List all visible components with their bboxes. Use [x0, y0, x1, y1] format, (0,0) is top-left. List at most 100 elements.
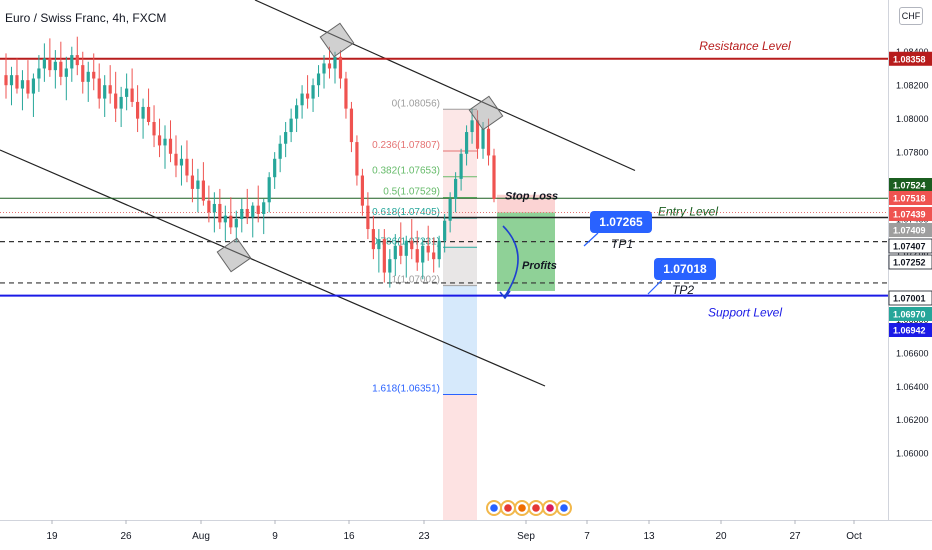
candle-body	[278, 143, 282, 159]
fib-level-label: 0.382(1.07653)	[372, 166, 440, 177]
x-tick-label: 27	[789, 531, 801, 542]
candle-body	[454, 178, 458, 199]
channel-lower-line	[0, 149, 546, 387]
candle-body	[64, 68, 68, 77]
candle-body	[349, 108, 354, 143]
candle-body	[152, 122, 156, 136]
candle-body	[300, 93, 304, 106]
candle-body	[322, 63, 326, 74]
candle-body	[240, 208, 244, 220]
candle-body	[295, 105, 299, 119]
candle-body	[388, 259, 392, 273]
candle-body	[81, 65, 85, 82]
x-tick-label: 19	[46, 531, 58, 542]
x-tick-label: 9	[272, 531, 278, 542]
x-tick-label: 20	[715, 531, 727, 542]
candle-body	[234, 219, 238, 228]
candle-body	[486, 128, 491, 156]
currency-button[interactable]: CHF	[899, 7, 923, 25]
channel-touch-box-recent	[468, 95, 504, 131]
candle-body	[163, 138, 167, 146]
candle-body	[26, 80, 30, 94]
y-tick-label: 1.08000	[896, 114, 929, 124]
candle-body	[4, 75, 8, 86]
price-tag	[888, 290, 932, 306]
support-label: Support Level	[708, 306, 782, 320]
candle-body	[464, 132, 469, 154]
event-flag-icon-dot	[518, 504, 526, 512]
x-tick-label: 23	[418, 531, 430, 542]
candle-body	[229, 215, 233, 228]
candle-body	[212, 203, 216, 213]
profit-arrow	[502, 225, 519, 297]
target-name-label: TP1	[611, 237, 633, 251]
candle-body	[311, 85, 315, 99]
price-tag-label: 1.07524	[893, 181, 926, 191]
target-callout-box	[590, 211, 652, 233]
candle-body	[75, 55, 79, 66]
price-tag	[889, 191, 932, 205]
resistance-label: Resistance Level	[699, 39, 791, 53]
price-tag	[889, 307, 932, 321]
price-tag-label: 1.07439	[893, 210, 926, 220]
price-tag-label: 1.07252	[893, 258, 926, 268]
candle-body	[53, 61, 57, 71]
candle-body	[174, 153, 178, 166]
candle-body	[70, 55, 74, 69]
candle-body	[130, 88, 134, 102]
price-tag	[889, 323, 932, 337]
x-tick-label: 26	[120, 531, 132, 542]
fib-zone-gray	[443, 247, 477, 286]
candle-body	[382, 239, 386, 273]
candle-body	[245, 208, 249, 218]
candle-body	[273, 158, 277, 178]
chart-title: Euro / Swiss Franc, 4h, FXCM	[2, 11, 170, 25]
candle-body	[141, 106, 145, 119]
candle-body	[218, 203, 222, 223]
channel-touch-box-upper	[319, 22, 355, 58]
x-tick-label: Aug	[192, 531, 210, 542]
target-name-label: TP2	[672, 283, 694, 297]
price-axis	[888, 0, 932, 550]
candle-body	[15, 75, 19, 89]
candle-body	[333, 56, 337, 69]
candle-body	[103, 85, 107, 99]
candle-body	[185, 158, 189, 176]
fib-level-label: 0(1.08056)	[392, 98, 440, 109]
candle-body	[37, 68, 41, 79]
candle-body	[399, 245, 403, 256]
y-tick-label: 1.08200	[896, 81, 929, 91]
candle-body	[443, 220, 447, 241]
candle-body	[267, 177, 271, 203]
candle-body	[135, 101, 140, 119]
profits-label: Profits	[522, 260, 557, 272]
candle-body	[437, 240, 441, 260]
candle-body	[31, 78, 36, 94]
candle-body	[470, 120, 474, 133]
candle-body	[284, 132, 288, 144]
candle-body	[475, 120, 480, 149]
stop-loss-box	[497, 194, 555, 213]
price-tag-label: 1.07407	[893, 242, 926, 252]
candle-body	[223, 215, 227, 223]
candle-body	[360, 175, 365, 206]
x-tick-label: Sep	[517, 531, 535, 542]
candle-body	[48, 58, 52, 71]
candle-body	[125, 88, 129, 97]
candle-body	[426, 245, 430, 253]
candle-body	[366, 205, 370, 230]
price-tag	[889, 51, 932, 66]
candle-body	[108, 85, 112, 94]
event-flag-icon-dot	[560, 504, 568, 512]
y-tick-label: 1.07800	[896, 148, 929, 158]
price-tag	[889, 207, 932, 221]
candle-body	[393, 245, 397, 260]
price-tag-label: 1.07001	[893, 294, 926, 304]
candle-body	[327, 63, 332, 69]
y-tick-label: 1.06200	[896, 415, 929, 425]
profit-box	[497, 212, 555, 291]
price-tag-label: 1.08358	[893, 54, 926, 64]
y-tick-label: 1.06600	[896, 348, 929, 358]
profit-arrowhead	[499, 290, 511, 300]
